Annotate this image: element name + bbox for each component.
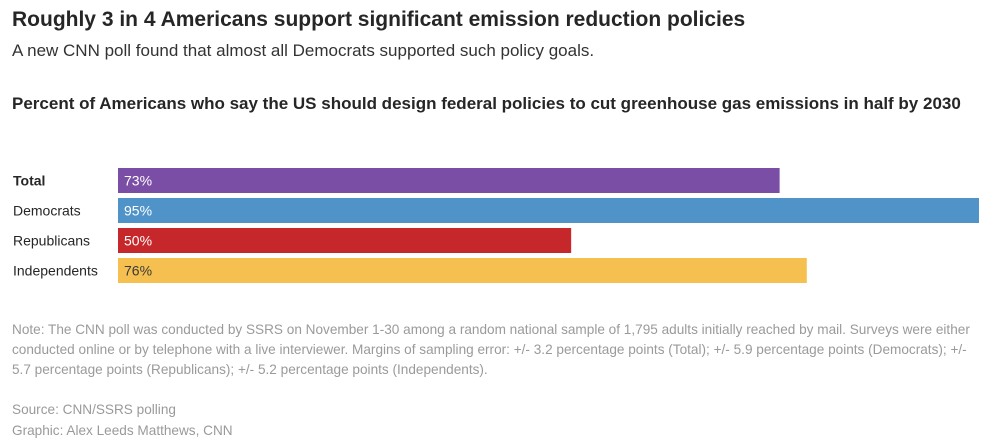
category-label-independents: Independents bbox=[13, 263, 98, 279]
graphic-credit: Graphic: Alex Leeds Matthews, CNN bbox=[12, 423, 233, 438]
chart-title: Percent of Americans who say the US shou… bbox=[12, 94, 961, 113]
category-label-total: Total bbox=[13, 173, 45, 189]
value-label-republicans: 50% bbox=[124, 233, 152, 249]
bar-chart: Total 73% Democrats 95% Republicans 50% Indepe… bbox=[13, 168, 979, 283]
bar-democrats bbox=[118, 198, 979, 223]
category-label-democrats: Democrats bbox=[13, 203, 81, 219]
headline: Roughly 3 in 4 Americans support signifi… bbox=[12, 8, 746, 31]
value-label-total: 73% bbox=[124, 173, 152, 189]
value-label-independents: 76% bbox=[124, 263, 152, 279]
category-label-republicans: Republicans bbox=[13, 233, 90, 249]
source-line: Source: CNN/SSRS polling bbox=[12, 402, 176, 417]
value-label-democrats: 95% bbox=[124, 203, 152, 219]
bar-republicans bbox=[118, 228, 572, 253]
bar-total bbox=[118, 168, 780, 193]
subheadline: A new CNN poll found that almost all Dem… bbox=[12, 41, 595, 60]
methodology-note: Note: The CNN poll was conducted by SSRS… bbox=[12, 322, 970, 377]
bar-independents bbox=[118, 258, 807, 283]
